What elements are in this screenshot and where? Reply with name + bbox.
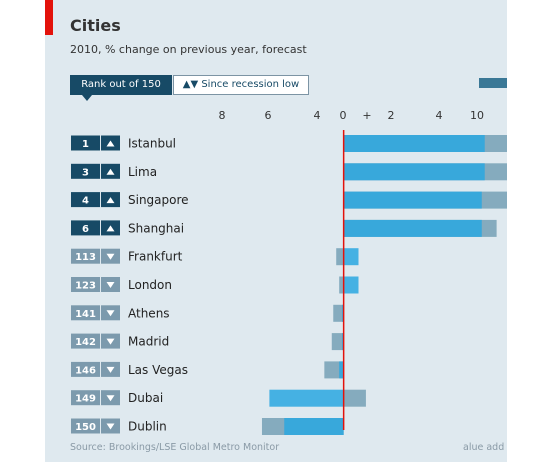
city-label: Lima	[128, 165, 157, 179]
city-label: Shanghai	[128, 221, 184, 235]
bar-light	[343, 276, 359, 294]
rank-number: 149	[75, 394, 96, 405]
bar-light	[343, 219, 482, 237]
arrow-down-icon	[106, 395, 115, 402]
bar-dark	[343, 389, 366, 407]
arrow-up-icon	[106, 168, 115, 175]
rank-number: 150	[75, 422, 96, 433]
rank-number: 3	[82, 167, 89, 178]
rank-box	[71, 333, 100, 349]
rank-number: 141	[75, 309, 96, 320]
footnote: alue add	[463, 442, 505, 453]
chart-title: Cities	[70, 16, 121, 35]
rank-box	[71, 277, 100, 292]
city-label: Las Vegas	[128, 363, 188, 377]
arrow-up-icon	[106, 197, 115, 204]
city-label: Athens	[128, 306, 170, 320]
x-tick-label: 6	[265, 109, 272, 122]
rank-box	[71, 163, 100, 179]
arrow-down-icon	[106, 310, 115, 317]
arrow-up-icon	[106, 225, 115, 232]
rank-box	[71, 361, 100, 377]
rank-number: 1	[82, 139, 89, 150]
bar-dark	[336, 248, 344, 266]
x-tick-label: 10	[470, 109, 484, 122]
bar-light	[343, 248, 359, 266]
bar-light	[284, 418, 344, 435]
city-label: Singapore	[128, 193, 189, 207]
chart-subtitle: 2010, % change on previous year, forecas…	[70, 43, 307, 56]
arrow-down-icon	[106, 338, 115, 345]
tab-rank[interactable]: Rank out of 150	[70, 75, 172, 101]
bar-dark	[333, 304, 344, 322]
city-label: Frankfurt	[128, 250, 183, 264]
rank-box	[71, 418, 100, 434]
bar-dark	[339, 276, 344, 294]
rank-box	[71, 135, 100, 151]
rank-number: 6	[82, 224, 89, 235]
arrow-down-icon	[106, 253, 115, 260]
bar-light	[343, 163, 485, 181]
legend-swatch	[479, 78, 507, 88]
rank-number: 4	[82, 196, 89, 207]
rank-number: 113	[75, 252, 96, 263]
city-label: Dubai	[128, 391, 163, 405]
x-tick-label: 8	[219, 109, 226, 122]
bar-light	[343, 191, 482, 209]
city-label: Dublin	[128, 420, 167, 434]
x-tick-label: 4	[436, 109, 443, 122]
x-tick-label: 2	[388, 109, 395, 122]
source-note: Source: Brookings/LSE Global Metro Monit…	[70, 442, 280, 453]
x-tick-label: 0	[340, 109, 347, 122]
rank-box	[71, 305, 100, 321]
city-label: Istanbul	[128, 137, 176, 151]
x-tick-label: +	[362, 109, 371, 122]
rank-box	[71, 220, 100, 236]
rank-number: 123	[75, 281, 96, 292]
bar-dark	[331, 333, 344, 351]
bar-light	[343, 135, 485, 152]
rank-box	[71, 390, 100, 406]
bar-light	[339, 361, 344, 379]
x-tick-label: 4	[314, 109, 321, 122]
arrow-down-icon	[106, 366, 115, 373]
bar-dark	[324, 361, 344, 379]
rank-number: 146	[75, 365, 96, 376]
arrow-up-icon	[106, 140, 115, 147]
arrow-down-icon	[106, 282, 115, 288]
city-label: Madrid	[128, 335, 169, 349]
tab-since-recession-low[interactable]: ▲▼ Since recession low	[173, 75, 309, 95]
city-label: London	[128, 278, 172, 292]
rank-box	[71, 192, 100, 208]
accent-bar	[45, 0, 53, 35]
rank-box	[71, 248, 100, 264]
arrow-down-icon	[106, 423, 115, 430]
bar-light	[269, 389, 344, 407]
rank-number: 142	[75, 337, 96, 348]
